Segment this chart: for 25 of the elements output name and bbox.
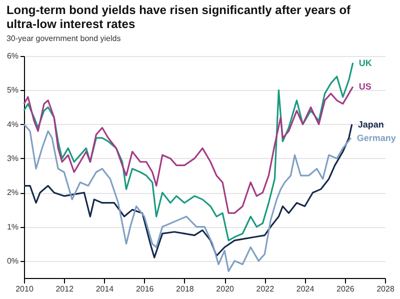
y-tick-label: 4%: [6, 120, 18, 129]
y-tick-label: 0%: [6, 256, 18, 266]
y-tick-label: 6%: [6, 52, 18, 60]
y-tick-label: 2%: [6, 188, 18, 198]
x-tick-label: 2020: [216, 284, 235, 294]
y-tick-label: 3%: [6, 154, 18, 163]
line-series: [23, 86, 354, 214]
chart-title: Long-term bond yields have risen significantly after years of ultra-low interest rates: [6, 3, 352, 31]
series-label: UK: [358, 58, 372, 68]
line-series: [23, 62, 354, 242]
x-tick-label: 2022: [256, 284, 275, 294]
chart-subtitle: 30-year government bond yields: [6, 34, 121, 43]
series-label: Germany: [356, 132, 396, 143]
x-tick-label: 2014: [96, 284, 114, 294]
series-label: Japan: [358, 119, 384, 130]
series-label: US: [358, 82, 372, 92]
x-tick-label: 2018: [176, 284, 194, 294]
x-tick-label: 2024: [296, 284, 315, 294]
y-tick-label: 1%: [6, 222, 18, 232]
x-tick-label: 2012: [56, 284, 74, 294]
x-tick-label: 2026: [336, 284, 355, 294]
x-tick-label: 2010: [16, 284, 34, 294]
x-tick-label: 2028: [376, 284, 395, 294]
y-tick-label: 5%: [6, 86, 18, 95]
x-tick-label: 2016: [136, 284, 154, 294]
